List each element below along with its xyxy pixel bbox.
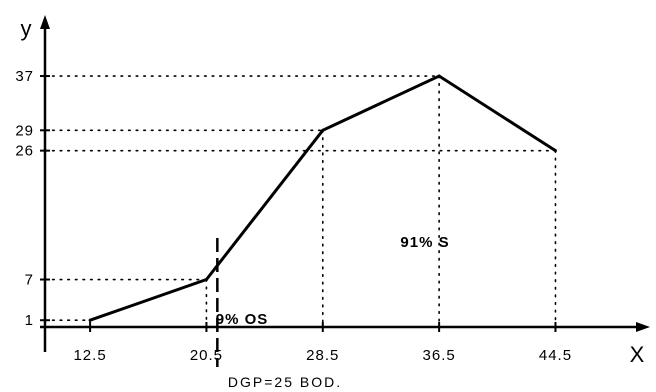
- y-tick-label: 7: [25, 272, 34, 289]
- x-tick-label: 44.5: [539, 347, 572, 364]
- y-tick-label: 26: [15, 143, 34, 160]
- annotation-s: 91% S: [400, 234, 449, 251]
- data-point: [88, 318, 92, 322]
- y-tick-label: 1: [25, 312, 34, 329]
- x-tick-label: 20.5: [190, 347, 223, 364]
- x-tick-label: 36.5: [423, 347, 456, 364]
- data-point: [321, 128, 325, 132]
- x-axis-arrow: [636, 322, 650, 332]
- data-point: [553, 149, 557, 153]
- series-layer: [88, 74, 557, 367]
- y-tick-label: 37: [15, 68, 34, 85]
- x-tick-label: 12.5: [73, 347, 106, 364]
- y-axis-title: y: [21, 16, 32, 41]
- y-tick-label: 29: [15, 122, 34, 139]
- x-tick-label: 28.5: [306, 347, 339, 364]
- annotation-os: 9% OS: [216, 311, 269, 328]
- labels-layer: 12.5 20.5 28.5 36.5 44.5 1 7 26 29 37 y X 9% OS 91% S…: [15, 16, 644, 390]
- data-point: [437, 74, 441, 78]
- x-axis-title: X: [630, 342, 645, 367]
- y-axis-arrow: [40, 15, 50, 29]
- marker-caption: DGP=25 BOD.: [228, 374, 342, 390]
- reference-guides: [44, 75, 557, 328]
- axes: [40, 15, 650, 352]
- data-point: [204, 278, 208, 282]
